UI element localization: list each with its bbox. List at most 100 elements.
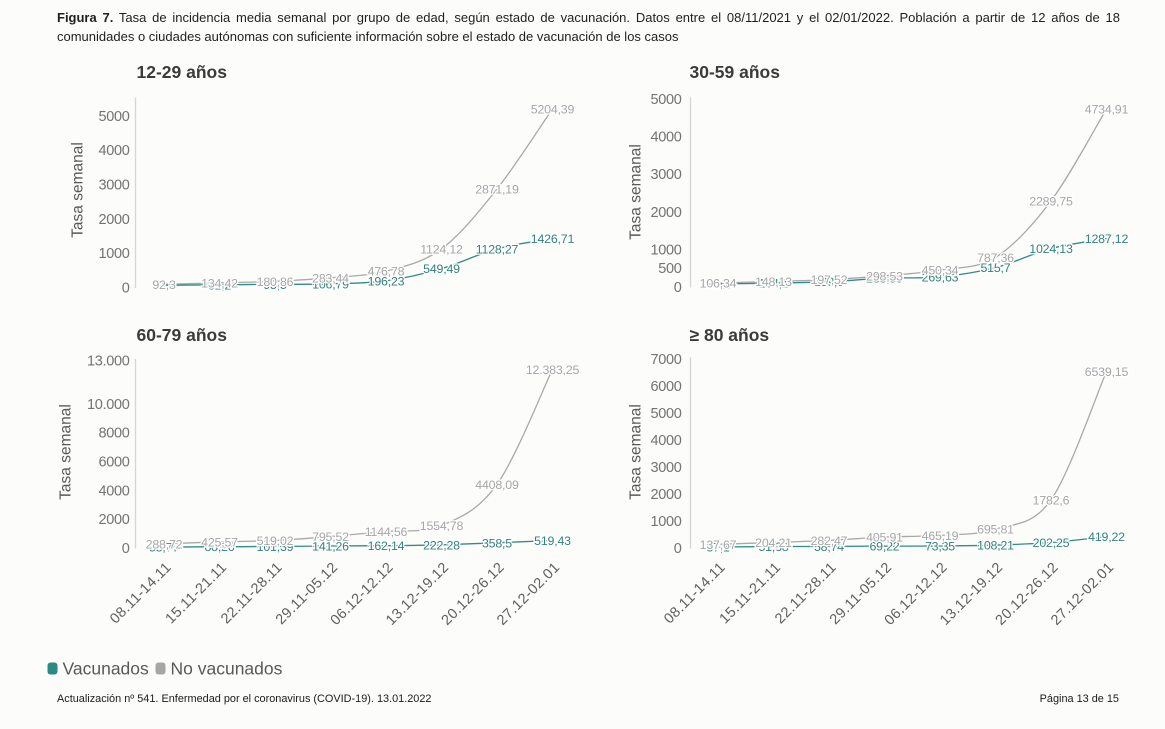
- svg-text:425,57: 425,57: [201, 535, 238, 549]
- svg-text:162,14: 162,14: [368, 539, 405, 553]
- svg-text:10.000: 10.000: [87, 397, 130, 413]
- svg-text:6000: 6000: [98, 454, 129, 470]
- svg-text:5000: 5000: [650, 406, 681, 422]
- svg-text:358,5: 358,5: [482, 536, 512, 550]
- svg-text:8000: 8000: [98, 426, 129, 442]
- svg-text:450,34: 450,34: [922, 264, 959, 278]
- svg-text:2000: 2000: [98, 212, 129, 228]
- svg-text:60-79 años: 60-79 años: [137, 325, 228, 345]
- svg-text:134,42: 134,42: [201, 276, 238, 290]
- svg-text:148,13: 148,13: [755, 275, 792, 289]
- svg-text:1000: 1000: [98, 246, 129, 262]
- svg-text:69,22: 69,22: [869, 540, 899, 554]
- svg-text:64,9: 64,9: [152, 279, 176, 293]
- svg-text:88,26: 88,26: [204, 540, 234, 554]
- svg-text:515,7: 515,7: [980, 261, 1010, 275]
- svg-text:465,19: 465,19: [922, 529, 959, 543]
- svg-text:3000: 3000: [650, 167, 681, 183]
- svg-text:4734,91: 4734,91: [1085, 103, 1129, 117]
- svg-text:269,63: 269,63: [922, 270, 959, 284]
- svg-text:197,52: 197,52: [811, 273, 848, 287]
- svg-text:106,34: 106,34: [700, 277, 737, 291]
- svg-text:549,49: 549,49: [423, 262, 460, 276]
- svg-text:13.000: 13.000: [87, 354, 130, 370]
- svg-text:222,28: 222,28: [423, 538, 460, 552]
- svg-text:6000: 6000: [650, 379, 681, 395]
- svg-text:Tasa semanal: Tasa semanal: [628, 404, 645, 500]
- svg-text:4000: 4000: [650, 433, 681, 449]
- svg-text:141,26: 141,26: [312, 540, 349, 554]
- svg-text:233,59: 233,59: [866, 272, 903, 286]
- svg-text:73,35: 73,35: [925, 540, 955, 554]
- svg-text:92,3: 92,3: [152, 278, 176, 292]
- svg-text:5204,39: 5204,39: [531, 102, 575, 116]
- svg-text:51,38: 51,38: [758, 540, 788, 554]
- svg-text:282,47: 282,47: [811, 534, 848, 548]
- svg-text:1000: 1000: [650, 514, 681, 530]
- svg-text:1287,12: 1287,12: [1085, 232, 1129, 246]
- svg-text:3000: 3000: [650, 460, 681, 476]
- svg-text:58,74: 58,74: [814, 540, 844, 554]
- svg-text:4000: 4000: [650, 130, 681, 146]
- svg-text:405,91: 405,91: [866, 531, 903, 545]
- svg-text:1000: 1000: [650, 242, 681, 258]
- svg-text:500: 500: [658, 261, 682, 277]
- svg-text:0: 0: [674, 280, 682, 296]
- svg-text:1426,71: 1426,71: [531, 232, 575, 246]
- svg-text:1782,6: 1782,6: [1033, 493, 1070, 507]
- svg-text:202,25: 202,25: [1033, 536, 1070, 550]
- svg-text:283,44: 283,44: [312, 271, 349, 285]
- svg-text:1124,12: 1124,12: [420, 242, 463, 256]
- svg-text:298,53: 298,53: [866, 269, 903, 283]
- svg-text:476,78: 476,78: [368, 265, 405, 279]
- svg-text:58,77: 58,77: [149, 541, 179, 555]
- svg-text:288,72: 288,72: [146, 537, 183, 551]
- svg-text:4408,09: 4408,09: [475, 478, 519, 492]
- svg-text:104,1: 104,1: [758, 277, 788, 291]
- svg-text:30-59 años: 30-59 años: [690, 62, 781, 82]
- svg-text:4000: 4000: [98, 483, 129, 499]
- svg-text:2871,19: 2871,19: [475, 183, 519, 197]
- svg-text:787,36: 787,36: [977, 251, 1014, 265]
- svg-text:5000: 5000: [98, 109, 129, 125]
- svg-text:37,1: 37,1: [706, 541, 730, 555]
- svg-text:7000: 7000: [650, 352, 681, 368]
- svg-text:0: 0: [674, 541, 682, 557]
- svg-text:80,2: 80,2: [706, 278, 730, 292]
- svg-text:Tasa semanal: Tasa semanal: [628, 144, 645, 240]
- svg-text:No vacunados: No vacunados: [171, 659, 283, 679]
- svg-text:2289,75: 2289,75: [1029, 194, 1073, 208]
- svg-text:5000: 5000: [650, 92, 681, 108]
- svg-text:795,52: 795,52: [312, 530, 349, 544]
- svg-text:419,22: 419,22: [1088, 530, 1125, 544]
- svg-text:Tasa semanal: Tasa semanal: [58, 404, 75, 500]
- svg-text:101,39: 101,39: [257, 540, 294, 554]
- svg-text:139,9: 139,9: [814, 275, 844, 289]
- svg-text:95,5: 95,5: [263, 278, 287, 292]
- svg-text:519,02: 519,02: [257, 534, 294, 548]
- svg-text:81,2: 81,2: [208, 278, 232, 292]
- svg-text:≥ 80 años: ≥ 80 años: [690, 325, 770, 345]
- svg-text:1024,13: 1024,13: [1029, 242, 1073, 256]
- svg-text:6539,15: 6539,15: [1085, 365, 1129, 379]
- svg-text:3000: 3000: [98, 178, 129, 194]
- svg-text:0: 0: [122, 541, 130, 557]
- svg-text:12-29 años: 12-29 años: [137, 62, 228, 82]
- svg-text:2000: 2000: [650, 205, 681, 221]
- svg-text:204,21: 204,21: [755, 536, 792, 550]
- svg-text:Tasa semanal: Tasa semanal: [70, 142, 87, 238]
- svg-text:1554,78: 1554,78: [420, 519, 464, 533]
- svg-text:1144,56: 1144,56: [365, 525, 408, 539]
- svg-text:519,43: 519,43: [534, 534, 571, 548]
- svg-text:4000: 4000: [98, 143, 129, 159]
- svg-text:106,79: 106,79: [312, 277, 349, 291]
- svg-text:2000: 2000: [650, 487, 681, 503]
- svg-text:695,81: 695,81: [977, 523, 1014, 537]
- svg-text:137,67: 137,67: [700, 538, 737, 552]
- svg-text:108,21: 108,21: [977, 539, 1014, 553]
- svg-text:196,23: 196,23: [368, 274, 405, 288]
- svg-text:0: 0: [122, 281, 130, 297]
- svg-text:2000: 2000: [98, 512, 129, 528]
- svg-text:12.383,25: 12.383,25: [526, 363, 580, 377]
- svg-text:180,86: 180,86: [257, 275, 294, 289]
